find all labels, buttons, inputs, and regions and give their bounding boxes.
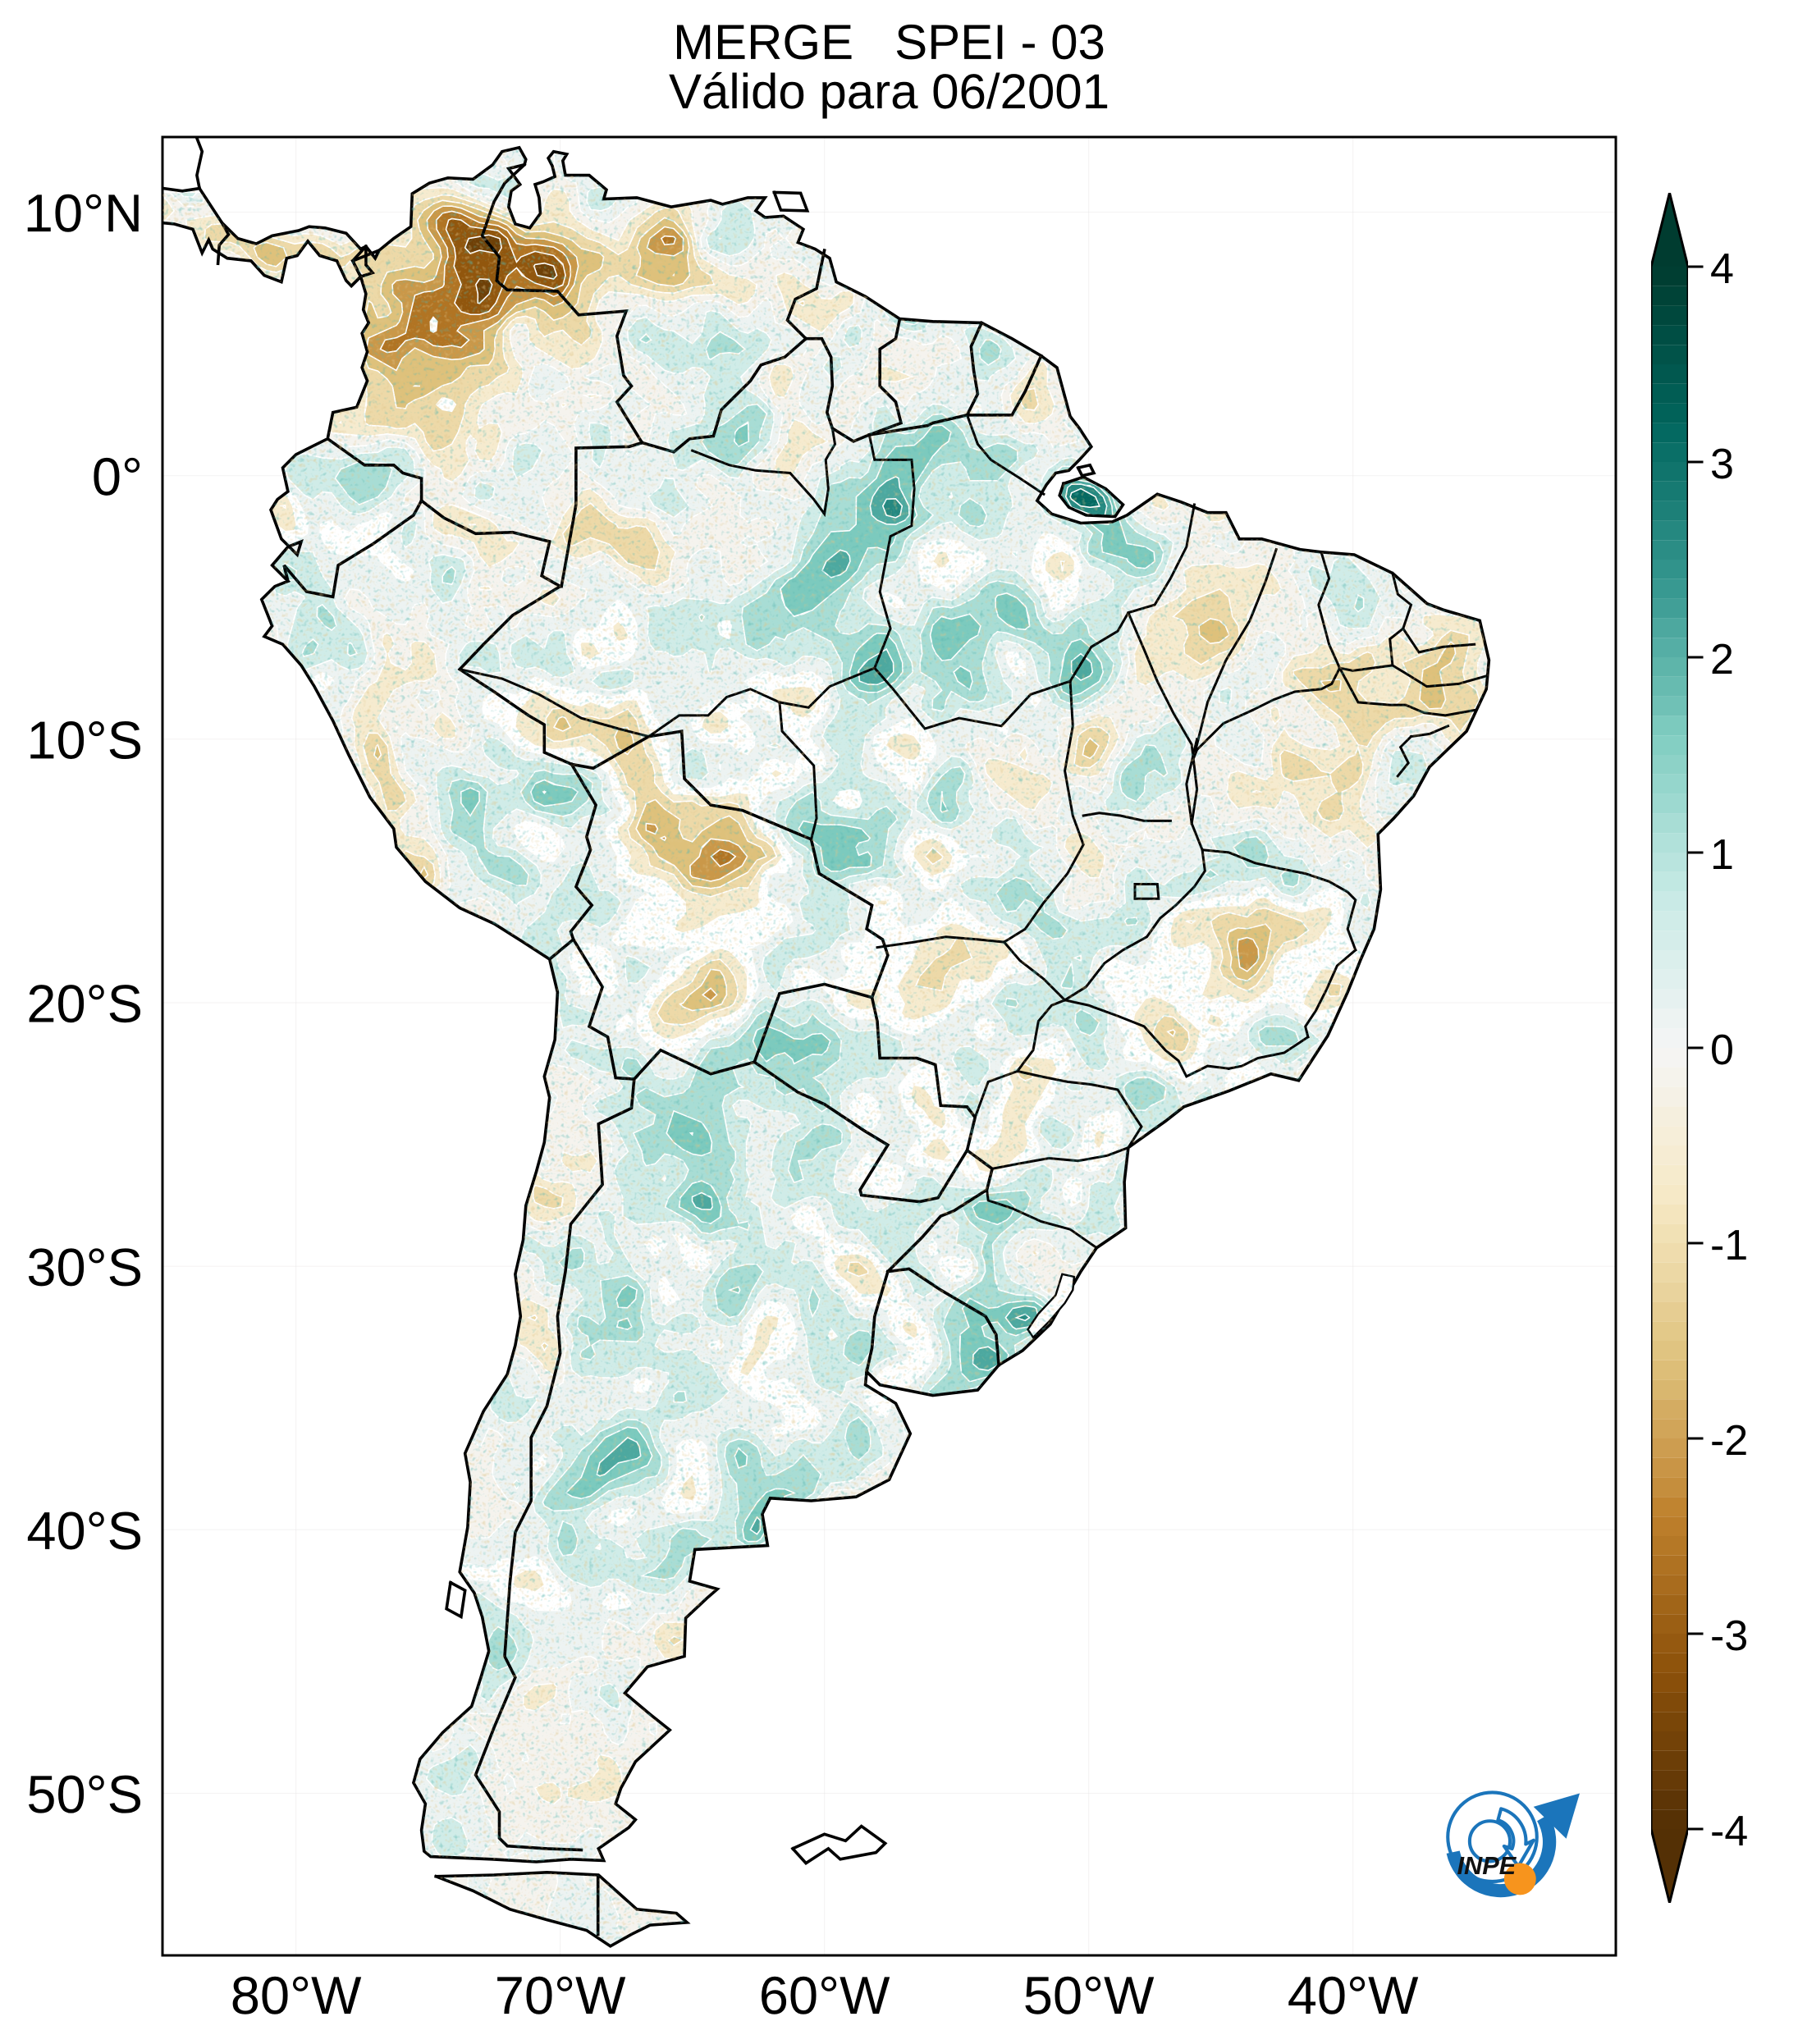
svg-text:INPE: INPE [1457,1851,1517,1880]
